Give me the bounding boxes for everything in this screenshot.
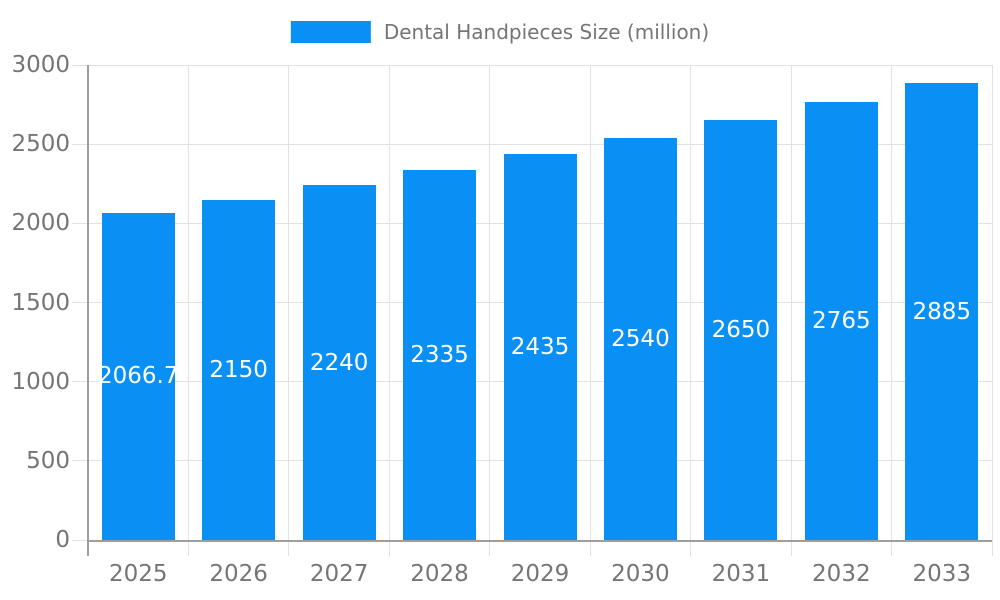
- gridline-vertical: [991, 65, 993, 556]
- x-tick-label: 2027: [309, 561, 369, 587]
- gridline-vertical: [388, 65, 390, 556]
- gridline-vertical: [187, 65, 189, 556]
- y-tick-label: 500: [26, 447, 70, 474]
- x-tick-label: 2026: [209, 561, 268, 587]
- legend-swatch: [290, 21, 371, 43]
- y-tick-label: 2000: [11, 210, 70, 237]
- gridline-horizontal: [72, 64, 992, 66]
- bar-value-label: 2150: [209, 356, 268, 383]
- bar-value-label: 2435: [510, 334, 570, 361]
- x-tick-label: 2025: [108, 561, 168, 587]
- bar-value-label: 2066.7: [97, 363, 179, 390]
- gridline-vertical: [489, 65, 491, 556]
- bar[interactable]: [603, 137, 677, 540]
- bar[interactable]: [202, 199, 276, 540]
- bar[interactable]: [704, 120, 778, 540]
- gridline-vertical: [288, 65, 290, 556]
- gridline-vertical: [790, 65, 792, 556]
- gridline-vertical: [690, 65, 692, 556]
- y-tick-label: 3000: [11, 52, 70, 78]
- gridline-horizontal: [72, 143, 992, 145]
- bar-value-label: 2335: [410, 342, 469, 369]
- bar-value-label: 2540: [611, 325, 670, 352]
- gridline-vertical: [589, 65, 591, 556]
- bar-value-label: 2650: [711, 317, 771, 344]
- bar[interactable]: [403, 170, 477, 540]
- legend-item[interactable]: Dental Handpieces Size (million): [290, 20, 710, 44]
- y-tick-label: 1500: [11, 289, 70, 316]
- bar[interactable]: [503, 154, 577, 540]
- bar-value-label: 2240: [309, 349, 369, 376]
- x-tick-label: 2033: [912, 561, 972, 587]
- x-tick-label: 2028: [410, 561, 469, 587]
- y-tick-label: 1000: [11, 368, 70, 395]
- y-tick-label: 2500: [11, 131, 70, 158]
- bar[interactable]: [905, 83, 979, 540]
- y-axis-line: [87, 65, 89, 556]
- x-tick-label: 2032: [812, 561, 871, 587]
- x-axis-line: [88, 540, 992, 542]
- bar[interactable]: [804, 102, 878, 540]
- x-tick-label: 2029: [510, 561, 570, 587]
- gridline-vertical: [891, 65, 893, 556]
- x-tick-label: 2030: [611, 561, 670, 587]
- bar-value-label: 2765: [812, 308, 871, 335]
- x-tick-label: 2031: [711, 561, 771, 587]
- y-tick-label: 0: [55, 527, 70, 553]
- legend-label: Dental Handpieces Size (million): [383, 20, 710, 44]
- bar-value-label: 2885: [912, 298, 972, 325]
- bar[interactable]: [101, 212, 175, 540]
- bar[interactable]: [302, 185, 376, 540]
